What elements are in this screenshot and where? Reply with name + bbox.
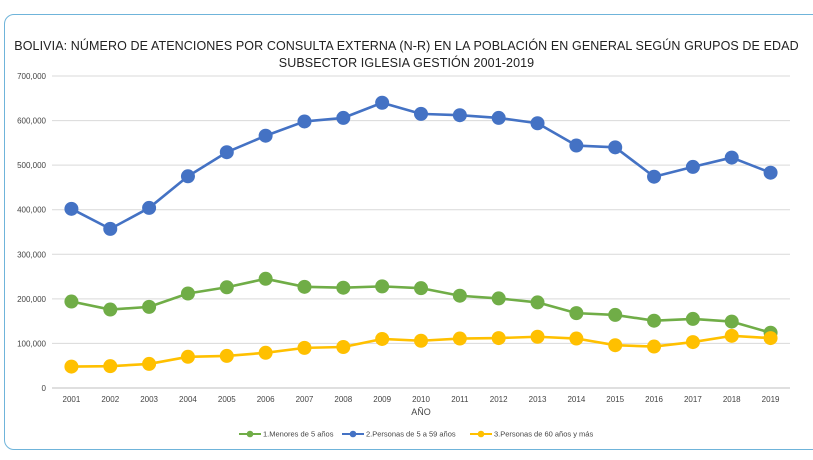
chart-title: BOLIVIA: NÚMERO DE ATENCIONES POR CONSUL… <box>14 39 799 53</box>
data-point-series-3 <box>452 331 467 346</box>
y-tick-label: 200,000 <box>17 295 46 304</box>
y-tick-label: 100,000 <box>17 339 46 348</box>
data-point-series-2 <box>724 150 739 165</box>
data-point-series-2 <box>103 221 118 236</box>
data-point-series-2 <box>142 200 157 215</box>
legend-marker-2 <box>349 430 357 438</box>
data-point-series-1 <box>569 306 584 321</box>
data-point-series-3 <box>569 331 584 346</box>
x-tick-label: 2009 <box>373 395 391 404</box>
data-point-series-1 <box>297 279 312 294</box>
x-tick-label: 2013 <box>529 395 547 404</box>
data-point-series-3 <box>375 331 390 346</box>
chart-frame <box>4 14 813 450</box>
data-point-series-1 <box>336 280 351 295</box>
data-point-series-1 <box>530 295 545 310</box>
x-tick-label: 2005 <box>218 395 236 404</box>
x-tick-label: 2016 <box>645 395 663 404</box>
x-tick-label: 2019 <box>762 395 780 404</box>
data-point-series-2 <box>297 114 312 129</box>
data-point-series-1 <box>142 299 157 314</box>
x-tick-label: 2015 <box>606 395 624 404</box>
data-point-series-1 <box>103 302 118 317</box>
chart-subtitle: SUBSECTOR IGLESIA GESTIÓN 2001-2019 <box>278 56 535 70</box>
data-point-series-3 <box>724 328 739 343</box>
data-point-series-1 <box>608 307 623 322</box>
data-point-series-1 <box>219 280 234 295</box>
data-point-series-3 <box>219 348 234 363</box>
data-point-series-2 <box>491 110 506 125</box>
y-tick-label: 600,000 <box>17 117 46 126</box>
data-point-series-2 <box>608 140 623 155</box>
x-tick-label: 2001 <box>63 395 81 404</box>
data-point-series-3 <box>647 339 662 354</box>
data-point-series-2 <box>375 95 390 110</box>
data-point-series-3 <box>142 356 157 371</box>
data-point-series-1 <box>64 294 79 309</box>
x-tick-label: 2014 <box>567 395 585 404</box>
data-point-series-3 <box>258 345 273 360</box>
data-point-series-1 <box>491 291 506 306</box>
x-tick-label: 2002 <box>101 395 119 404</box>
data-point-series-1 <box>258 271 273 286</box>
data-point-series-2 <box>569 138 584 153</box>
y-tick-label: 700,000 <box>17 72 46 81</box>
data-point-series-2 <box>258 128 273 143</box>
y-tick-label: 500,000 <box>17 161 46 170</box>
data-point-series-1 <box>375 279 390 294</box>
legend-marker-1 <box>246 430 254 438</box>
data-point-series-3 <box>180 349 195 364</box>
x-tick-label: 2004 <box>179 395 197 404</box>
data-point-series-1 <box>685 311 700 326</box>
data-point-series-3 <box>763 331 778 346</box>
data-point-series-1 <box>452 288 467 303</box>
y-tick-label: 400,000 <box>17 206 46 215</box>
data-point-series-2 <box>414 106 428 121</box>
legend-label-3: 3.Personas de 60 años y más <box>494 430 593 439</box>
data-point-series-1 <box>647 313 662 328</box>
data-point-series-3 <box>64 359 79 374</box>
data-point-series-3 <box>414 333 428 348</box>
data-point-series-2 <box>219 145 234 160</box>
x-axis-title: AÑO <box>411 407 431 417</box>
data-point-series-3 <box>685 335 700 350</box>
data-point-series-2 <box>530 116 545 131</box>
x-tick-label: 2007 <box>296 395 314 404</box>
data-point-series-2 <box>180 169 195 184</box>
data-point-series-2 <box>64 201 79 216</box>
data-point-series-3 <box>297 340 312 355</box>
x-tick-label: 2008 <box>334 395 352 404</box>
x-tick-label: 2018 <box>723 395 741 404</box>
data-point-series-1 <box>414 281 428 296</box>
data-point-series-1 <box>724 314 739 329</box>
y-tick-label: 300,000 <box>17 250 46 259</box>
data-point-series-2 <box>763 165 778 180</box>
data-point-series-3 <box>103 359 118 374</box>
data-point-series-3 <box>491 331 506 346</box>
legend-marker-3 <box>477 430 485 438</box>
legend-label-2: 2.Personas de 5 a 59 años <box>366 430 456 439</box>
data-point-series-1 <box>180 286 195 301</box>
x-tick-label: 2017 <box>684 395 702 404</box>
data-point-series-2 <box>685 159 700 174</box>
data-point-series-2 <box>336 110 351 125</box>
x-tick-label: 2003 <box>140 395 158 404</box>
chart-title-block: BOLIVIA: NÚMERO DE ATENCIONES POR CONSUL… <box>0 38 813 72</box>
data-point-series-2 <box>452 108 467 123</box>
data-point-series-3 <box>608 338 623 353</box>
legend-label-1: 1.Menores de 5 años <box>263 430 334 439</box>
x-tick-label: 2011 <box>451 395 469 404</box>
x-tick-label: 2006 <box>257 395 275 404</box>
y-tick-label: 0 <box>42 384 47 393</box>
data-point-series-2 <box>647 169 662 184</box>
x-tick-label: 2012 <box>490 395 508 404</box>
data-point-series-3 <box>336 339 351 354</box>
data-point-series-3 <box>530 329 545 344</box>
x-tick-label: 2010 <box>412 395 430 404</box>
